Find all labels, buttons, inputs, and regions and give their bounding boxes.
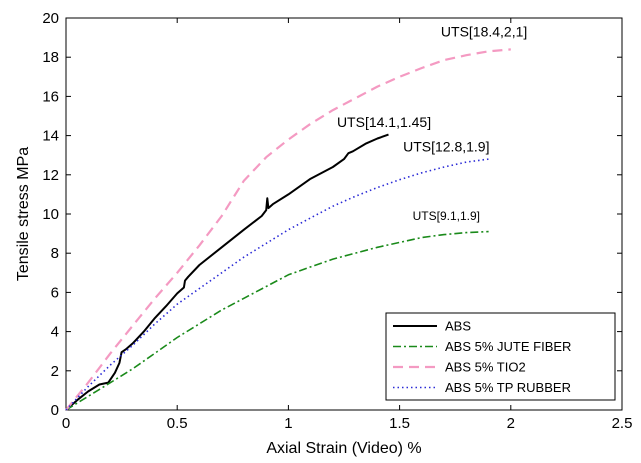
x-tick-label: 0 — [62, 415, 70, 432]
uts-annotation: UTS[14.1,1.45] — [337, 114, 431, 130]
series-line-abs — [65, 133, 389, 411]
series-line-abs-5-jute-fiber — [65, 230, 489, 411]
y-axis-label: Tensile stress MPa — [15, 147, 32, 281]
legend-label: ABS 5% TIO2 — [445, 360, 526, 375]
y-tick-label: 10 — [42, 206, 59, 223]
legend: ABS ABS 5% JUTE FIBER ABS 5% TIO2 ABS 5% TP… — [385, 312, 616, 401]
x-tick-label: 2.5 — [612, 415, 633, 432]
series-line-abs-5-tio2 — [65, 48, 511, 411]
y-tick-label: 12 — [42, 167, 59, 184]
y-tick-label: 2 — [51, 363, 59, 380]
x-axis-label: Axial Strain (Video) % — [266, 440, 421, 457]
series-lines — [65, 48, 511, 411]
x-tick-label: 0.5 — [167, 415, 188, 432]
x-tick-label: 1 — [284, 415, 292, 432]
y-tick-label: 6 — [51, 284, 59, 301]
legend-label: ABS 5% JUTE FIBER — [445, 339, 571, 354]
x-axis-ticks: 0 0.5 1 1.5 2 2.5 — [62, 18, 633, 432]
y-tick-label: 8 — [51, 245, 59, 262]
uts-annotations: UTS[18.4,2,1] UTS[14.1,1.45] UTS[12.8,1.9]… — [337, 24, 527, 223]
y-tick-label: 4 — [51, 324, 59, 341]
uts-annotation: UTS[9.1,1.9] — [413, 209, 480, 223]
uts-annotation: UTS[18.4,2,1] — [441, 24, 527, 40]
x-tick-label: 1.5 — [389, 415, 410, 432]
y-tick-label: 0 — [51, 402, 59, 419]
y-tick-label: 20 — [42, 10, 59, 27]
legend-box — [385, 312, 616, 401]
y-tick-label: 18 — [42, 49, 59, 66]
legend-label: ABS 5% TP RUBBER — [445, 380, 571, 395]
uts-annotation: UTS[12.8,1.9] — [403, 138, 489, 154]
series-line-abs-5-tp-rubber — [65, 158, 489, 411]
x-tick-label: 2 — [507, 415, 515, 432]
y-tick-label: 14 — [42, 128, 59, 145]
y-axis-ticks: 0 2 4 6 8 10 12 14 16 18 20 — [42, 10, 622, 419]
y-tick-label: 16 — [42, 88, 59, 105]
legend-label: ABS — [445, 319, 471, 334]
